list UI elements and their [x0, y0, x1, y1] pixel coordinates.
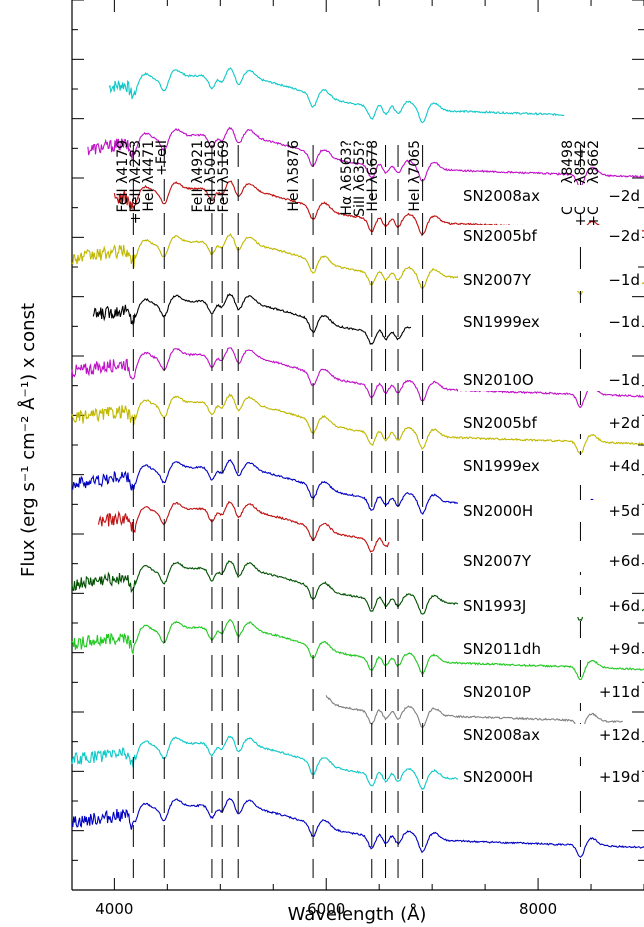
series-name-label: SN2005bf [463, 227, 537, 245]
x-axis-title: Wavelength (Å) [288, 903, 427, 925]
series-epoch-label: +6d [608, 597, 640, 615]
line-id-label: FeII λ5169 [216, 140, 232, 213]
line-id-label: +CaII λ8662 [586, 140, 602, 227]
spectrum-line [97, 500, 390, 553]
series-epoch-label: +5d [608, 502, 640, 520]
spectrum-line [87, 126, 644, 189]
line-id-label: Hα λ6563? [339, 140, 355, 216]
label-background [458, 412, 642, 434]
series-name-label: SN2007Y [463, 552, 532, 570]
spectrum-line [71, 347, 644, 409]
label-background [458, 455, 642, 477]
series-epoch-label: +11d [599, 683, 640, 701]
line-id-label: HeI λ7065 [407, 140, 423, 212]
series-name-label: SN2008ax [463, 726, 540, 744]
series-name-label: SN1999ex [463, 313, 540, 331]
series-name-label: SN2010O [463, 371, 534, 389]
label-background [458, 269, 642, 291]
series-epoch-label: +12d [599, 726, 640, 744]
series-name-label: SN2007Y [463, 271, 532, 289]
label-background [458, 595, 642, 617]
spectrum-line [71, 619, 644, 681]
series-epoch-label: −1d [608, 371, 640, 389]
series-name-label: SN2011dh [463, 640, 541, 658]
spectrum-line [92, 293, 412, 345]
line-id-label: FeII λ4921 [190, 140, 206, 213]
line-id-label: +FeII [154, 140, 170, 176]
line-id-label: +FeII λ4233 [128, 140, 144, 224]
line-id-label: HeI λ6678 [365, 140, 381, 212]
spectrum-line [71, 797, 644, 858]
series-epoch-label: −1d [608, 271, 640, 289]
series-epoch-label: −2d [608, 227, 640, 245]
series-name-label: SN1999ex [463, 457, 540, 475]
label-background [458, 185, 642, 207]
label-background [458, 724, 642, 746]
label-background [458, 550, 642, 572]
spectrum-line [108, 67, 565, 124]
spectrum-line [71, 393, 644, 455]
label-background [458, 681, 642, 703]
label-background [458, 766, 642, 788]
series-name-label: SN2010P [463, 683, 531, 701]
x-tick-label: 6000 [307, 900, 345, 918]
label-background [458, 225, 642, 247]
label-background [458, 311, 642, 333]
label-background [458, 369, 642, 391]
x-tick-label: 4000 [95, 900, 133, 918]
series-epoch-label: −1d [608, 313, 640, 331]
series-epoch-label: +9d [608, 640, 640, 658]
axes: 4000 6000 8000 [71, 0, 644, 918]
series-epoch-label: +4d [608, 457, 640, 475]
series-name-label: SN2000H [463, 502, 533, 520]
line-id-label: FeII λ5018 [203, 140, 219, 213]
label-background [458, 638, 642, 660]
series-name-label: SN2005bf [463, 414, 537, 432]
series-name-label: SN2008ax [463, 187, 540, 205]
label-background [458, 500, 642, 522]
supernova-labels: SN2008ax −2d SN2005bf −2d SN2007Y −1d SN1999ex… [458, 185, 642, 788]
series-epoch-label: +19d [599, 768, 640, 786]
x-tick-label: 8000 [519, 900, 557, 918]
series-epoch-label: −2d [608, 187, 640, 205]
series-epoch-label: +6d [608, 552, 640, 570]
spectrum-line [325, 695, 623, 734]
line-id-label: SiII λ6355? [352, 140, 368, 217]
y-axis-title: Flux (erg s⁻¹ cm⁻² Å⁻¹) x const [17, 303, 39, 577]
line-id-label: HeI λ4471 [141, 140, 157, 212]
line-id-markers [132, 145, 581, 878]
line-id-label: HeI λ5876 [286, 140, 302, 212]
series-epoch-label: +2d [608, 414, 640, 432]
line-id-label: FeII λ4179 [115, 140, 131, 213]
series-name-label: SN2000H [463, 768, 533, 786]
series-name-label: SN1993J [463, 597, 526, 615]
